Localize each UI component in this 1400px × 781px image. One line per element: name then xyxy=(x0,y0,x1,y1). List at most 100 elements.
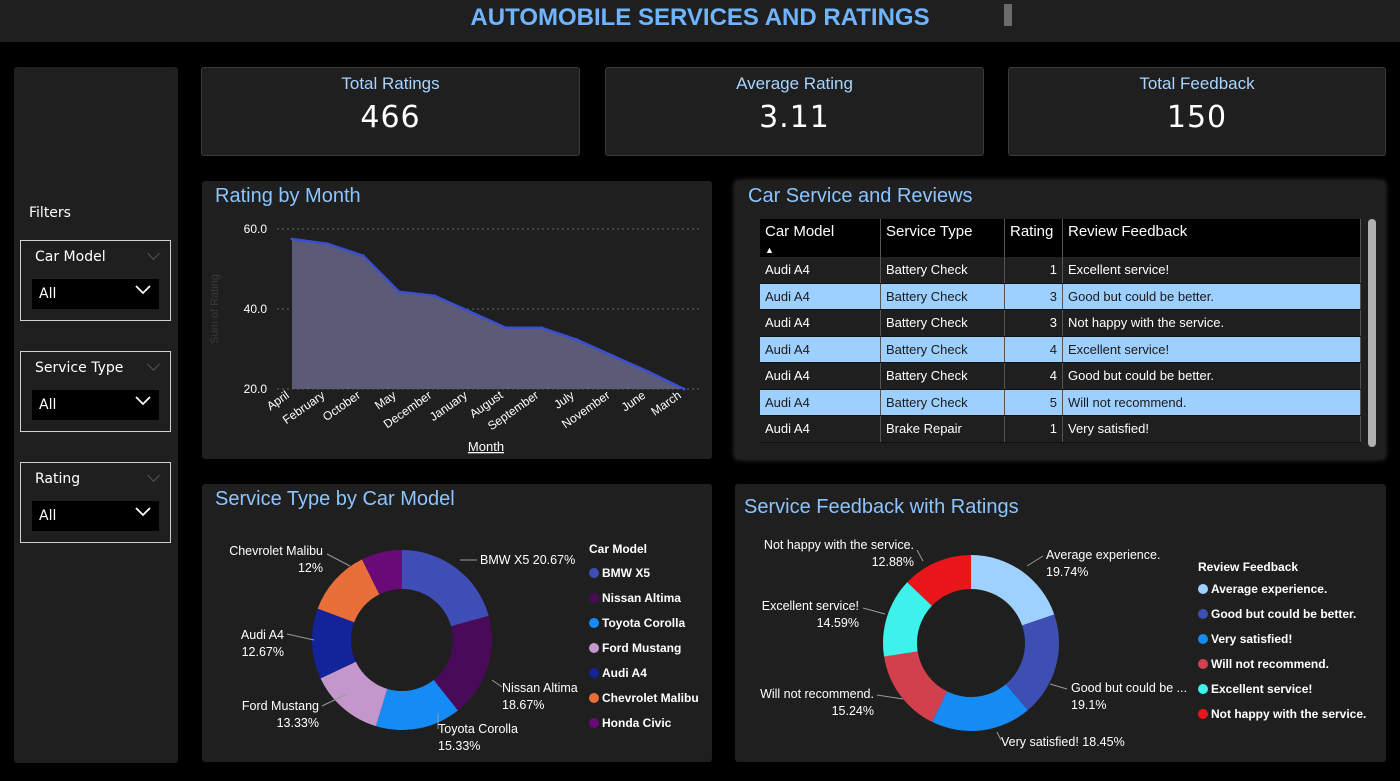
donut-slice xyxy=(320,661,388,727)
header-bar: AUTOMOBILE SERVICES AND RATINGS xyxy=(0,0,1400,42)
table-row[interactable]: Audi A4 Battery Check 3 Good but could b… xyxy=(760,283,1361,310)
table-row[interactable]: Audi A4 Battery Check 3 Not happy with t… xyxy=(760,309,1361,337)
table-title: Car Service and Reviews xyxy=(748,185,973,207)
legend-item[interactable]: BMW X5 xyxy=(589,560,699,585)
total-feedback-card: Total Feedback 150 xyxy=(1008,67,1386,156)
table-cell: Good but could be better. xyxy=(1062,362,1361,390)
table-cell: Good but could be better. xyxy=(1062,283,1361,310)
leader-line xyxy=(996,731,1002,741)
table-cell: Excellent service! xyxy=(1062,257,1361,284)
car-model-dropdown[interactable]: All xyxy=(32,279,159,309)
table-cell: 1 xyxy=(1004,415,1063,443)
slicer-label: Car Model xyxy=(35,249,106,265)
legend-item[interactable]: Very satisfied! xyxy=(1198,626,1366,651)
service-type-slicer: Service Type All xyxy=(20,351,171,432)
table-cell: Audi A4 xyxy=(760,283,881,310)
legend-dot-icon xyxy=(1198,658,1208,669)
x-tick-label: October xyxy=(320,388,363,424)
column-header-rating[interactable]: Rating xyxy=(1004,219,1063,257)
legend-item[interactable]: Toyota Corolla xyxy=(589,610,699,635)
table-row[interactable]: Audi A4 Battery Check 1 Excellent servic… xyxy=(760,257,1361,284)
legend-label: Audi A4 xyxy=(602,665,647,680)
legend-item[interactable]: Will not recommend. xyxy=(1198,651,1366,676)
data-point xyxy=(326,242,330,246)
data-point xyxy=(397,290,401,294)
chevron-down-icon[interactable] xyxy=(147,469,160,482)
legend-item[interactable]: Average experience. xyxy=(1198,576,1366,601)
x-tick-label: January xyxy=(427,388,470,424)
donut-slice xyxy=(884,651,948,722)
table-cell: Battery Check xyxy=(880,336,1005,363)
x-tick-label: May xyxy=(372,388,399,412)
legend-item[interactable]: Good but could be better. xyxy=(1198,601,1366,626)
data-label: 15.33% xyxy=(438,739,480,753)
scrollbar-thumb[interactable] xyxy=(1368,219,1376,447)
chart-title: Service Feedback with Ratings xyxy=(744,496,1019,518)
table-header-row: Car Model ▲ Service Type Rating Review Fe… xyxy=(760,219,1361,257)
donut-slice xyxy=(433,615,492,711)
legend-item[interactable]: Ford Mustang xyxy=(589,635,699,660)
x-tick-label: March xyxy=(648,388,683,419)
column-header-label: Review Feedback xyxy=(1068,223,1188,240)
legend-item[interactable]: Excellent service! xyxy=(1198,676,1366,701)
sort-ascending-icon: ▲ xyxy=(765,245,774,255)
data-label: 14.59% xyxy=(817,616,859,630)
y-axis-label: Sum of Rating xyxy=(209,274,221,344)
filters-title: Filters xyxy=(29,205,71,221)
service-type-dropdown[interactable]: All xyxy=(32,390,159,420)
data-label: BMW X5 20.67% xyxy=(480,553,575,567)
reviews-table: Car Model ▲ Service Type Rating Review Fe… xyxy=(760,219,1361,443)
card-title: Average Rating xyxy=(736,74,853,93)
table-cell: 3 xyxy=(1004,283,1063,310)
donut-slice xyxy=(312,608,356,679)
column-header-service-type[interactable]: Service Type xyxy=(880,219,1005,257)
filters-panel: Filters Car Model All Service Type All R… xyxy=(14,67,178,763)
service-feedback-donut: Average experience. 19.74% Good but could … xyxy=(760,538,1187,749)
leader-line xyxy=(916,549,924,562)
service-type-donut: BMW X5 20.67% Nissan Altima 18.67% Toyota C… xyxy=(229,544,578,753)
dropdown-value: All xyxy=(39,508,57,524)
legend-item[interactable]: Not happy with the service. xyxy=(1198,701,1366,726)
table-scrollbar[interactable] xyxy=(1368,219,1376,447)
service-legend: Car Model BMW X5 Nissan Altima Toyota Coro… xyxy=(589,542,699,735)
rating-dropdown[interactable]: All xyxy=(32,501,159,531)
donut-slice xyxy=(883,582,932,657)
table-row[interactable]: Audi A4 Battery Check 4 Good but could b… xyxy=(760,362,1361,390)
donut-slice xyxy=(317,559,380,623)
legend-item[interactable]: Honda Civic xyxy=(589,710,699,735)
legend-item[interactable]: Chevrolet Malibu xyxy=(589,685,699,710)
data-label: 19.1% xyxy=(1071,698,1106,712)
column-header-car-model[interactable]: Car Model ▲ xyxy=(760,219,881,257)
legend-dot-icon xyxy=(1198,683,1208,694)
legend-dot-icon xyxy=(589,592,599,603)
column-header-label: Car Model xyxy=(765,223,835,240)
chevron-down-icon[interactable] xyxy=(147,247,160,260)
table-cell: Audi A4 xyxy=(760,415,881,443)
column-header-review-feedback[interactable]: Review Feedback xyxy=(1062,219,1361,257)
legend-dot-icon xyxy=(589,717,599,728)
slicer-label: Rating xyxy=(35,471,81,487)
table-cell: Audi A4 xyxy=(760,309,881,337)
legend-item[interactable]: Nissan Altima xyxy=(589,585,699,610)
legend-label: Ford Mustang xyxy=(602,640,682,655)
legend-item[interactable]: Audi A4 xyxy=(589,660,699,685)
table-cell: 1 xyxy=(1004,257,1063,284)
table-row[interactable]: Audi A4 Brake Repair 1 Very satisfied! xyxy=(760,415,1361,443)
legend-dot-icon xyxy=(589,617,599,628)
table-cell: 5 xyxy=(1004,389,1063,416)
table-row[interactable]: Audi A4 Battery Check 4 Excellent servic… xyxy=(760,336,1361,363)
leader-line xyxy=(326,553,351,567)
series-line xyxy=(291,237,685,391)
y-tick-label: 40.0 xyxy=(244,302,268,316)
data-label: 12% xyxy=(298,561,323,575)
data-label: Not happy with the service. xyxy=(764,538,914,552)
data-point xyxy=(361,254,365,258)
legend-dot-icon xyxy=(1198,633,1208,644)
card-value: 3.11 xyxy=(759,100,830,135)
chevron-down-icon[interactable] xyxy=(147,358,160,371)
legend-items: BMW X5 Nissan Altima Toyota Corolla Ford Mu… xyxy=(589,560,699,735)
data-point xyxy=(504,326,508,330)
legend-label: Not happy with the service. xyxy=(1211,706,1367,721)
table-row[interactable]: Audi A4 Battery Check 5 Will not recomme… xyxy=(760,389,1361,416)
data-point xyxy=(433,294,437,298)
